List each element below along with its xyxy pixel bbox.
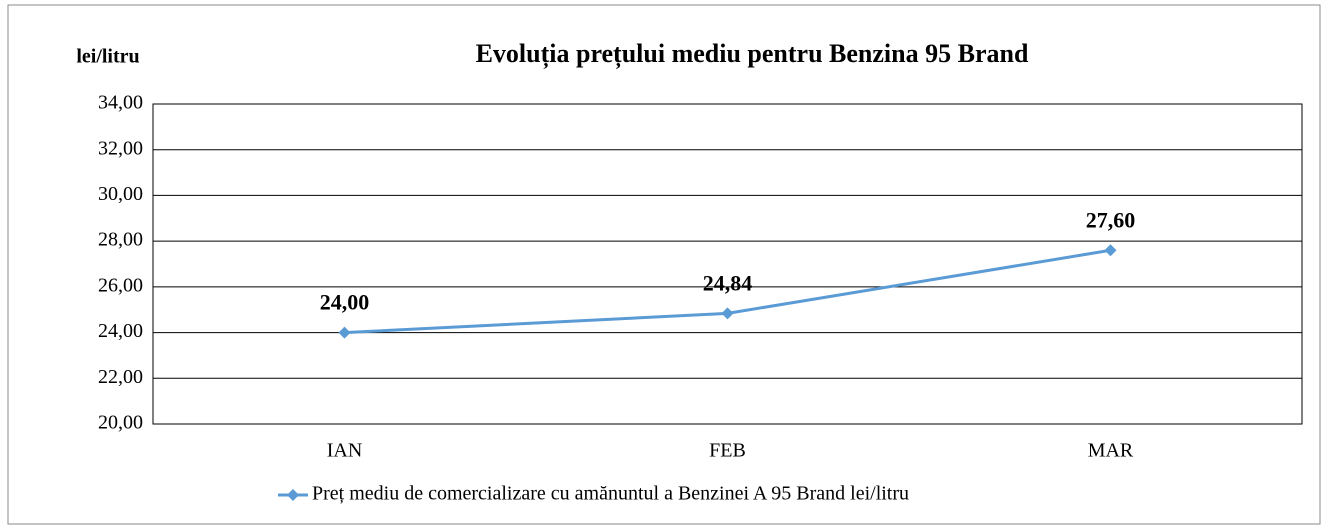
- x-tick-label: MAR: [1088, 440, 1134, 462]
- x-tick-label: IAN: [327, 440, 363, 462]
- y-tick-label: 20,00: [98, 412, 143, 434]
- data-label: 27,60: [1086, 207, 1136, 232]
- y-tick-label: 26,00: [98, 274, 143, 296]
- data-label: 24,00: [320, 290, 370, 315]
- y-axis-label: lei/litru: [76, 46, 139, 68]
- plot-area: [152, 103, 1303, 425]
- y-tick-label: 34,00: [98, 92, 143, 114]
- legend-label: Preț mediu de comercializare cu amănuntu…: [312, 483, 909, 505]
- legend-marker: [287, 489, 299, 501]
- x-tick-label: FEB: [709, 440, 746, 462]
- marker: [338, 326, 351, 339]
- data-label: 24,84: [703, 270, 753, 295]
- y-tick-label: 30,00: [98, 183, 143, 205]
- y-tick-label: 28,00: [98, 229, 143, 251]
- marker: [1104, 244, 1117, 257]
- y-tick-label: 24,00: [98, 320, 143, 342]
- y-tick-label: 22,00: [98, 366, 143, 388]
- y-tick-label: 32,00: [98, 137, 143, 159]
- chart-border: [7, 4, 1321, 525]
- marker: [721, 307, 734, 320]
- chart-title: Evoluția prețului mediu pentru Benzina 9…: [476, 39, 1029, 69]
